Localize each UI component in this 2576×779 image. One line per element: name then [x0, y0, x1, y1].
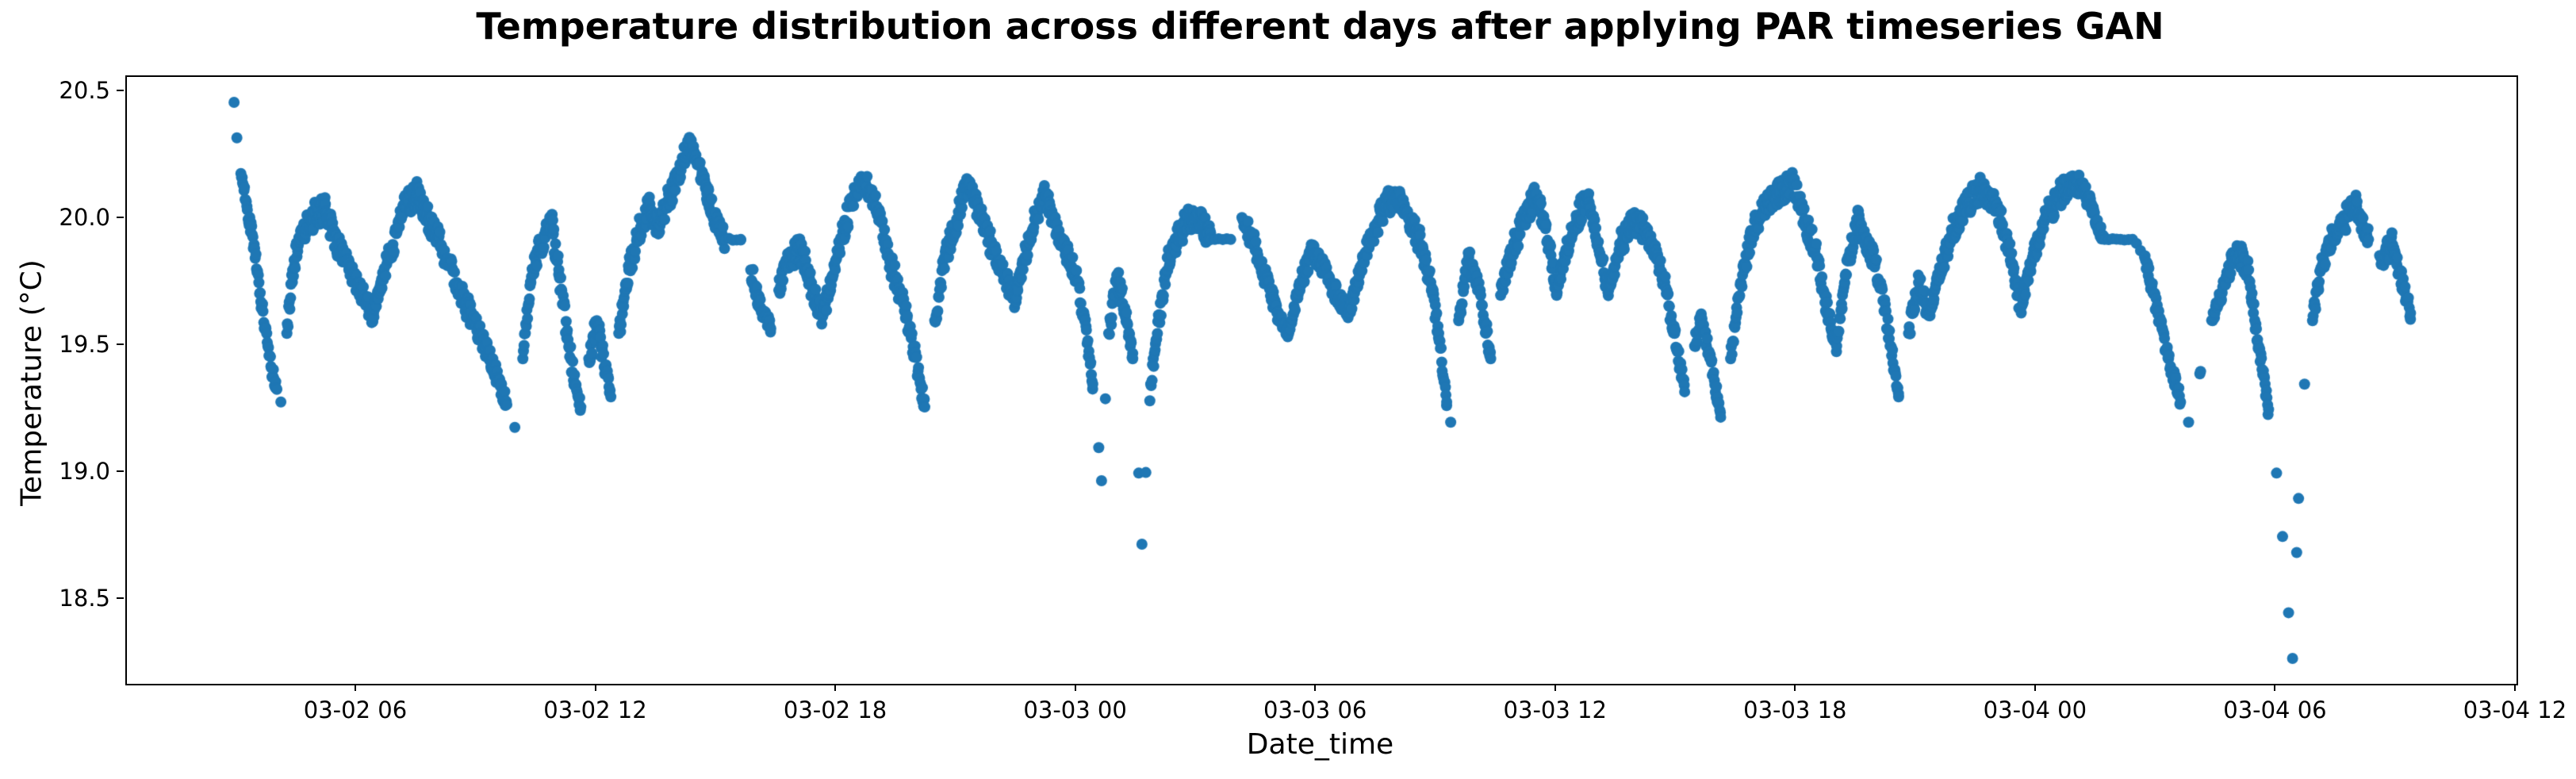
x-tick-mark [2274, 684, 2276, 691]
x-tick-mark [354, 684, 356, 691]
scatter-canvas [127, 77, 2517, 684]
x-tick-mark [834, 684, 837, 691]
chart-title: Temperature distribution across differen… [476, 5, 2164, 48]
x-tick-label: 03-03 12 [1503, 696, 1607, 723]
y-tick-label: 19.0 [59, 458, 110, 485]
y-tick-mark [117, 217, 124, 219]
y-tick-mark [117, 470, 124, 473]
x-tick-label: 03-04 00 [1983, 696, 2087, 723]
x-tick-label: 03-03 06 [1263, 696, 1367, 723]
x-tick-label: 03-02 12 [543, 696, 647, 723]
x-tick-label: 03-02 18 [783, 696, 887, 723]
y-tick-label: 20.0 [59, 204, 110, 232]
x-tick-label: 03-03 18 [1743, 696, 1847, 723]
x-tick-mark [1554, 684, 1556, 691]
y-tick-mark [117, 597, 124, 600]
y-tick-label: 19.5 [59, 331, 110, 359]
x-tick-label: 03-03 00 [1023, 696, 1127, 723]
y-tick-mark [117, 90, 124, 92]
x-tick-label: 03-04 06 [2223, 696, 2327, 723]
x-tick-mark [2034, 684, 2036, 691]
y-tick-label: 20.5 [59, 77, 110, 105]
x-tick-mark [2514, 684, 2516, 691]
y-tick-label: 18.5 [59, 585, 110, 612]
x-axis-label: Date_time [1246, 728, 1394, 761]
y-tick-mark [117, 343, 124, 346]
plot-area [125, 75, 2518, 685]
y-axis-label: Temperature (°C) [15, 259, 48, 506]
x-tick-mark [1314, 684, 1317, 691]
x-tick-mark [594, 684, 596, 691]
x-tick-label: 03-02 06 [303, 696, 408, 723]
x-tick-mark [1074, 684, 1076, 691]
x-tick-mark [1794, 684, 1796, 691]
x-tick-label: 03-04 12 [2463, 696, 2567, 723]
